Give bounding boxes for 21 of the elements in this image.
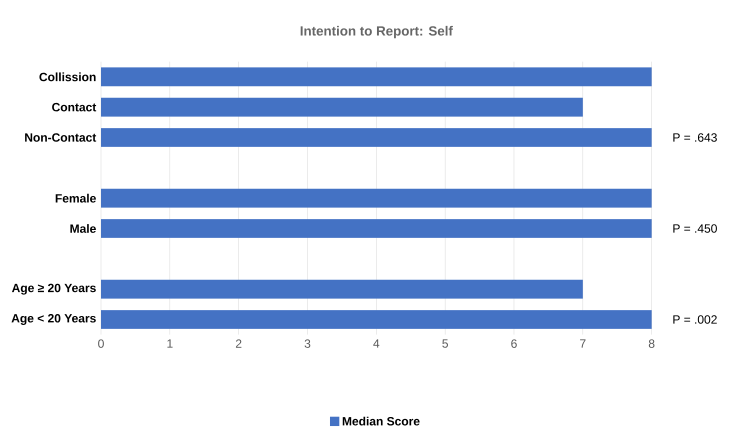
y-tick-label: Age ≥ 20 Years (12, 284, 96, 295)
x-tick-label: 4 (373, 340, 380, 348)
legend-label: Median Score (342, 416, 420, 426)
x-tick-label: 8 (648, 340, 654, 348)
text: P = .643 (673, 133, 717, 142)
x-tick-label: 2 (236, 340, 242, 348)
x-tick-label: 0 (98, 340, 104, 348)
y-tick-label: Male (70, 224, 96, 234)
y-tick-label: Collission (39, 72, 96, 82)
x-tick-label: 3 (304, 340, 310, 348)
chart-title: Intention to Report: Self (300, 26, 453, 38)
y-tick-label: Contact (52, 103, 96, 112)
text: P = .450 (673, 224, 717, 233)
x-tick-label: 6 (511, 340, 517, 348)
x-tick-label: 5 (442, 340, 448, 348)
text: P = .002 (673, 315, 717, 324)
x-tick-label: 1 (167, 340, 173, 348)
y-tick-label: Non-Contact (25, 133, 96, 142)
y-tick-label: Age < 20 Years (12, 314, 96, 326)
x-tick-label: 7 (580, 340, 586, 348)
y-tick-label: Female (56, 194, 96, 203)
